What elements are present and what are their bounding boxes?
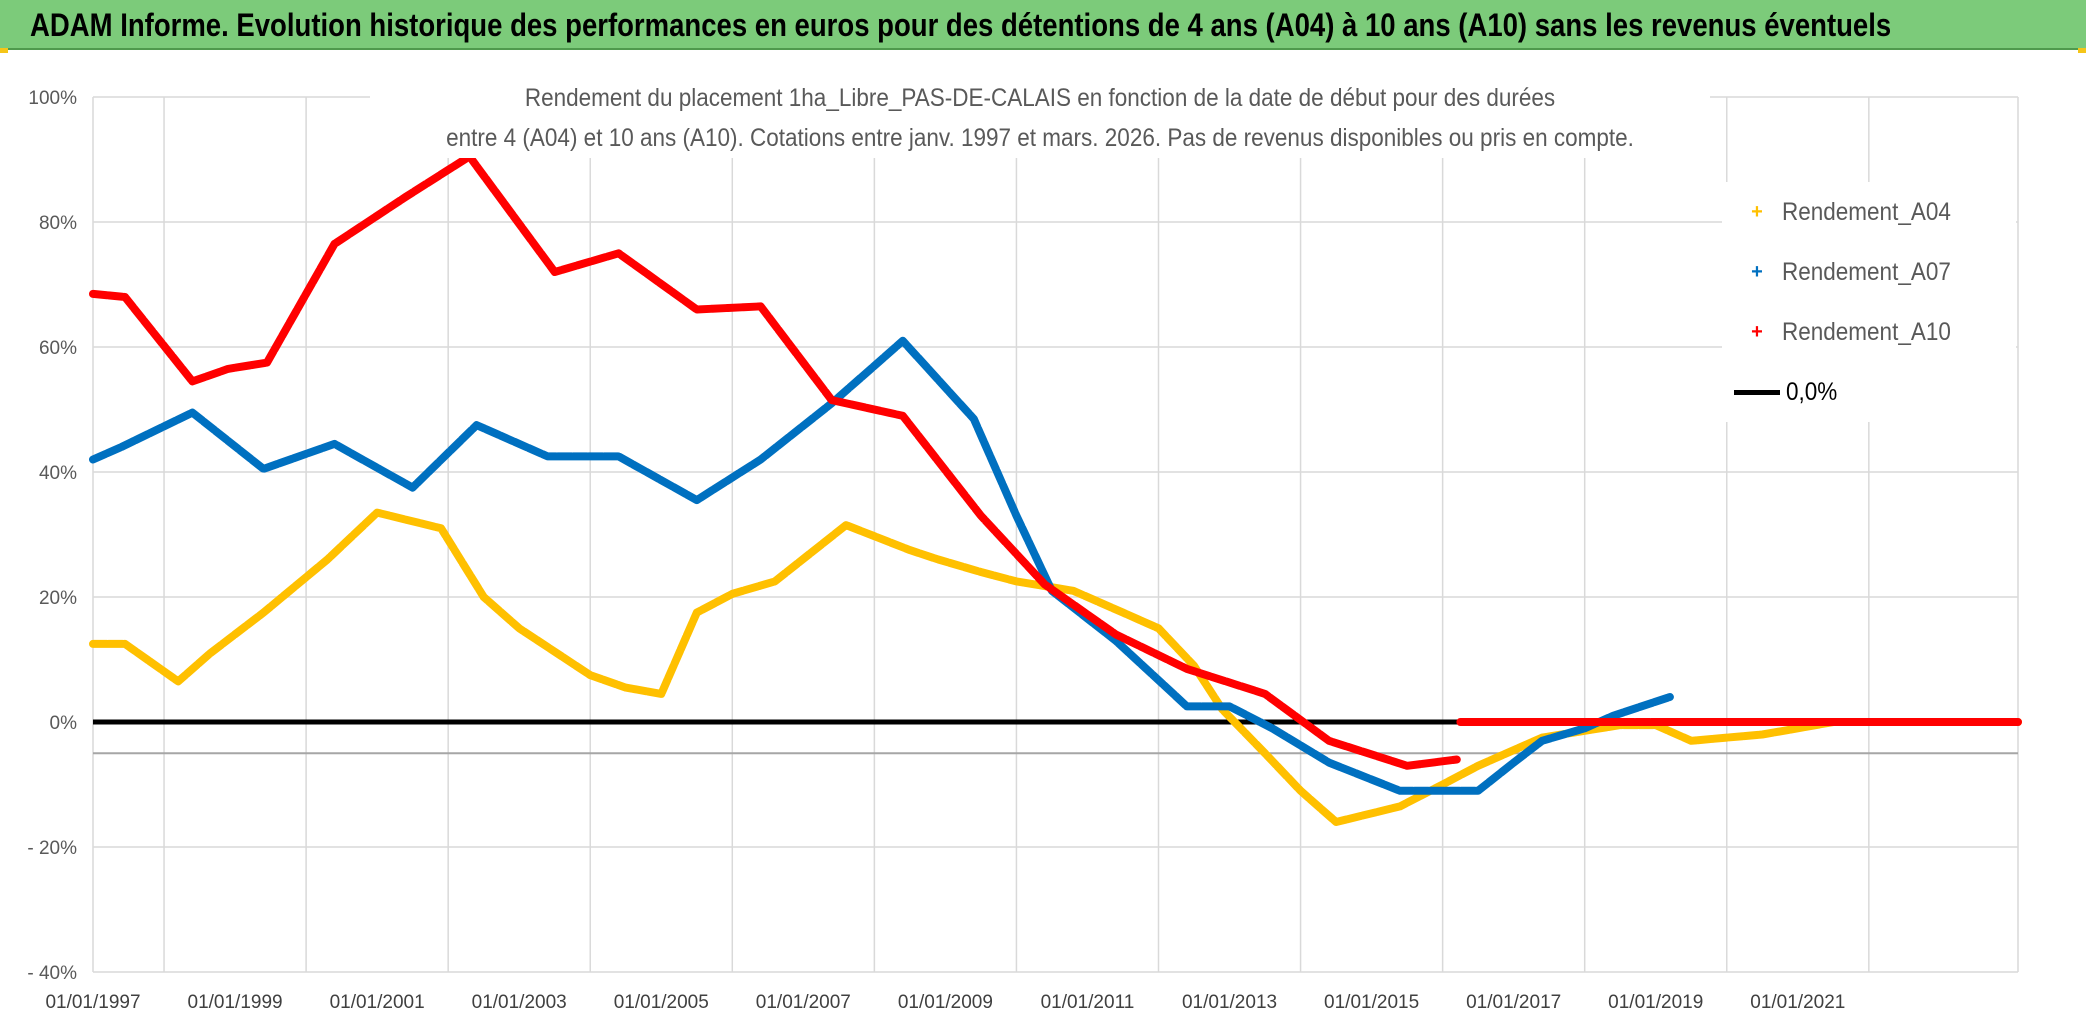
legend-label-a10: Rendement_A10 (1782, 317, 1951, 346)
legend-item-zero: 0,0% (1734, 372, 1843, 412)
x-tick-label: 01/01/2017 (1466, 992, 1561, 1013)
legend-label-zero: 0,0% (1786, 377, 1838, 406)
y-tick-label: 100% (28, 88, 77, 109)
legend-label-a04: Rendement_A04 (1782, 197, 1951, 226)
legend-item-a07: + Rendement_A07 (1748, 252, 1970, 292)
x-tick-label: 01/01/2007 (756, 992, 851, 1013)
y-tick-label: 40% (39, 463, 77, 484)
legend-line-zero (1734, 389, 1780, 395)
x-tick-label: 01/01/2021 (1750, 992, 1845, 1013)
x-tick-label: 01/01/2009 (898, 992, 993, 1013)
legend-label-a07: Rendement_A07 (1782, 257, 1951, 286)
series-line-rendement-a04 (89, 508, 2022, 826)
chart-area: - 40% - 20% 0% 20% 40% 60% 80% 100% 01/01/1997 01… (0, 52, 2086, 1031)
line-chart: - 40% - 20% 0% 20% 40% 60% 80% 100% 01/01/1997 01… (27, 88, 2022, 1013)
title-banner: ADAM Informe. Evolution historique des p… (0, 0, 2086, 50)
chart-title-line-2: entre 4 (A04) et 10 ans (A10). Cotations… (446, 124, 1634, 152)
x-tick-label: 01/01/2001 (330, 992, 425, 1013)
chart-legend: + Rendement_A04 + Rendement_A07 + Rendem… (1722, 182, 2016, 422)
legend-marker-a07: + (1751, 260, 1763, 283)
y-tick-label: - 40% (27, 963, 77, 984)
x-tick-label: 01/01/2019 (1608, 992, 1703, 1013)
legend-item-a04: + Rendement_A04 (1748, 192, 1970, 232)
chart-title-line-1: Rendement du placement 1ha_Libre_PAS-DE-… (524, 84, 1556, 112)
y-tick-label: 80% (39, 213, 77, 234)
y-tick-label: - 20% (27, 838, 77, 859)
x-tick-label: 01/01/2003 (472, 992, 567, 1013)
y-tick-label: 20% (39, 588, 77, 609)
banner-title: ADAM Informe. Evolution historique des p… (30, 7, 1892, 43)
y-tick-label: 60% (39, 338, 77, 359)
legend-marker-a04: + (1751, 200, 1763, 223)
chart-title: Rendement du placement 1ha_Libre_PAS-DE-… (370, 78, 1710, 158)
x-tick-label: 01/01/1997 (45, 992, 140, 1013)
x-tick-label: 01/01/2011 (1041, 992, 1135, 1013)
corner-accent-right (2078, 48, 2086, 53)
x-tick-label: 01/01/2013 (1182, 992, 1277, 1013)
x-tick-label: 01/01/2015 (1324, 992, 1419, 1013)
series-line-rendement-a10 (89, 152, 1461, 770)
x-tick-label: 01/01/2005 (614, 992, 709, 1013)
series-line-rendement-a07 (89, 336, 1674, 795)
y-tick-label: 0% (50, 713, 78, 734)
legend-marker-a10: + (1751, 320, 1763, 343)
x-tick-label: 01/01/1999 (188, 992, 283, 1013)
corner-accent-left (0, 48, 8, 53)
legend-item-a10: + Rendement_A10 (1748, 312, 1970, 352)
